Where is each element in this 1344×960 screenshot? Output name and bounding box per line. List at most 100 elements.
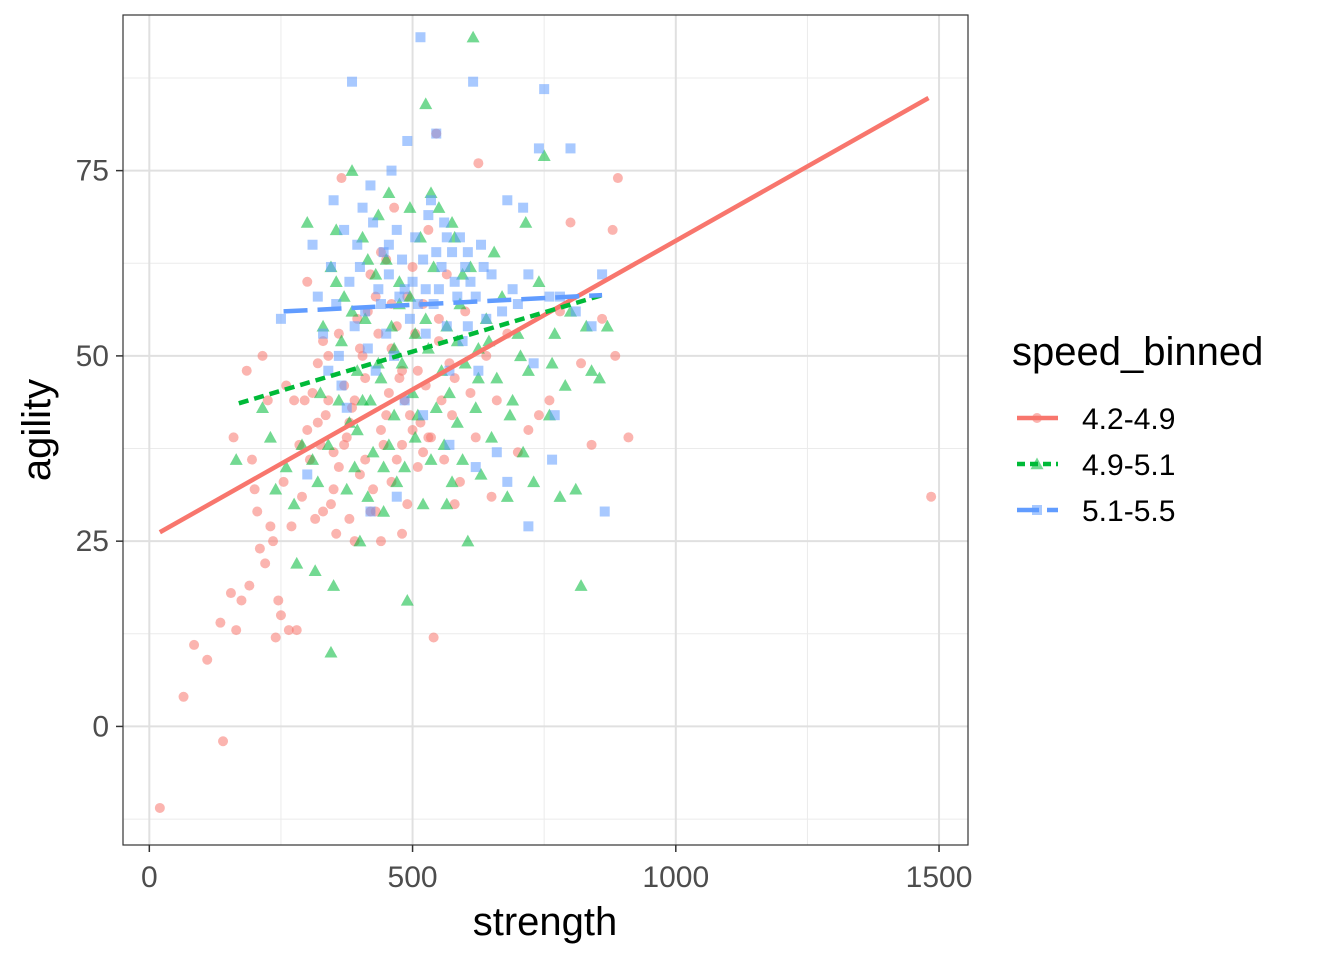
- data-point: [371, 208, 385, 221]
- data-point: [516, 445, 530, 458]
- data-point: [400, 593, 414, 606]
- data-point: [565, 143, 576, 154]
- data-point: [331, 528, 342, 539]
- data-point: [423, 224, 434, 235]
- data-point: [403, 290, 417, 302]
- data-point: [424, 186, 438, 199]
- data-point: [569, 482, 583, 495]
- data-point: [418, 447, 429, 458]
- data-point: [336, 173, 347, 184]
- data-point: [485, 430, 499, 443]
- data-point: [439, 217, 450, 228]
- data-point: [270, 632, 281, 643]
- data-point: [486, 491, 497, 502]
- data-point: [231, 625, 242, 636]
- data-point: [402, 135, 413, 146]
- data-point: [441, 321, 452, 332]
- data-point: [377, 505, 391, 517]
- data-point: [215, 617, 226, 628]
- data-point: [433, 284, 444, 295]
- data-point: [532, 275, 546, 287]
- data-point: [431, 128, 442, 139]
- data-point: [441, 232, 452, 243]
- data-point: [333, 350, 344, 361]
- data-point: [373, 328, 384, 339]
- data-point: [592, 371, 606, 384]
- data-point: [394, 291, 405, 302]
- data-point: [356, 393, 370, 406]
- data-point: [310, 513, 321, 524]
- data-point: [440, 497, 454, 510]
- data-point: [325, 499, 336, 510]
- data-point: [265, 521, 276, 532]
- data-point: [404, 313, 415, 324]
- data-point: [356, 230, 370, 243]
- data-point: [340, 482, 354, 495]
- data-point: [490, 371, 504, 384]
- data-point: [419, 312, 433, 325]
- axis-ticks: 0 500 1000 1500 0 25 50 75: [76, 155, 973, 894]
- data-point: [445, 475, 459, 488]
- data-point: [473, 365, 484, 376]
- data-point: [290, 556, 304, 569]
- data-point: [565, 217, 576, 228]
- data-point: [481, 313, 492, 324]
- data-point: [387, 341, 401, 354]
- data-point: [229, 453, 243, 465]
- data-point: [391, 454, 402, 465]
- data-point: [379, 253, 393, 265]
- data-point: [513, 349, 527, 362]
- data-point: [241, 365, 252, 376]
- data-point: [519, 216, 533, 228]
- data-point: [418, 410, 429, 421]
- data-point: [291, 625, 302, 636]
- data-point: [503, 408, 517, 421]
- data-point: [273, 595, 284, 606]
- legend-label: 4.2-4.9: [1082, 403, 1175, 436]
- data-point: [334, 334, 348, 347]
- data-point: [502, 476, 513, 487]
- data-point: [299, 395, 310, 406]
- data-point: [521, 364, 535, 376]
- data-point: [263, 430, 277, 443]
- data-point: [512, 299, 523, 310]
- data-point: [386, 165, 397, 176]
- data-point: [318, 328, 329, 339]
- data-point: [926, 491, 937, 502]
- data-point: [470, 291, 481, 302]
- data-point: [348, 460, 362, 473]
- data-point: [375, 425, 386, 435]
- data-point: [433, 313, 444, 324]
- data-point: [312, 417, 323, 428]
- data-point: [352, 239, 363, 250]
- data-point: [395, 356, 409, 369]
- data-point: [370, 365, 381, 376]
- data-point: [399, 284, 410, 295]
- data-point: [313, 386, 327, 399]
- data-point: [436, 261, 447, 272]
- data-point: [407, 261, 418, 272]
- data-point: [381, 328, 392, 339]
- data-point: [465, 276, 476, 287]
- data-point: [382, 438, 396, 451]
- data-point: [252, 506, 263, 517]
- y-tick-label: 50: [76, 340, 109, 373]
- data-point: [375, 536, 386, 547]
- data-point: [418, 254, 429, 265]
- data-point: [297, 491, 308, 502]
- data-point: [323, 350, 334, 361]
- data-point: [254, 543, 265, 554]
- data-point: [295, 438, 309, 451]
- data-point: [236, 595, 247, 606]
- data-point: [533, 143, 544, 154]
- data-point: [398, 460, 412, 473]
- series-3-points: [275, 32, 610, 532]
- data-point: [506, 393, 520, 406]
- data-point: [333, 462, 344, 473]
- data-point: [407, 276, 418, 287]
- data-point: [527, 475, 541, 488]
- data-point: [548, 327, 562, 339]
- data-point: [399, 395, 410, 406]
- data-point: [570, 306, 581, 317]
- data-point: [339, 439, 350, 450]
